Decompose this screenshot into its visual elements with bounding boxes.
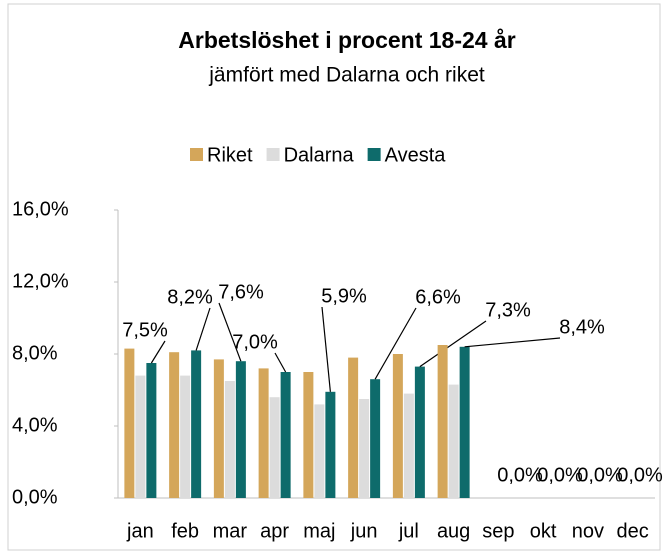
bar	[403, 393, 414, 498]
chart-subtitle: jämfört med Dalarna och riket	[208, 64, 485, 87]
x-tick-label: okt	[530, 520, 557, 542]
y-tick-label: 12,0%	[12, 270, 69, 292]
data-label: 8,4%	[559, 316, 605, 338]
bar	[325, 391, 336, 498]
bar	[437, 345, 448, 498]
leader-line	[464, 337, 561, 348]
legend-label: Avesta	[385, 144, 447, 166]
data-label: 5,9%	[321, 285, 367, 307]
data-label: 0,0%	[537, 464, 583, 486]
bar	[235, 361, 246, 498]
bar	[359, 399, 370, 498]
data-label: 6,6%	[415, 286, 461, 308]
x-tick-label: jan	[126, 520, 154, 542]
x-tick-label: jul	[398, 520, 419, 542]
data-label: 7,3%	[485, 299, 531, 321]
legend-swatch	[266, 148, 280, 161]
y-tick-label: 0,0%	[12, 486, 58, 508]
bar	[280, 372, 291, 498]
bar	[269, 397, 280, 498]
x-tick-label: feb	[171, 520, 199, 542]
bar	[370, 379, 381, 498]
data-label: 7,0%	[232, 331, 278, 353]
bar	[135, 375, 146, 498]
bar	[180, 375, 191, 498]
data-label: 0,0%	[617, 464, 663, 486]
bar	[392, 354, 403, 498]
data-label: 8,2%	[167, 286, 213, 308]
x-tick-label: maj	[303, 520, 335, 542]
data-label: 7,5%	[122, 319, 168, 341]
leader-line	[321, 306, 331, 392]
bar	[314, 404, 325, 498]
leader-line	[150, 340, 166, 364]
x-tick-label: apr	[260, 520, 289, 542]
data-label: 0,0%	[497, 464, 543, 486]
chart-title: Arbetslöshet i procent 18-24 år	[178, 27, 515, 53]
bar	[146, 363, 157, 498]
bar	[348, 357, 359, 498]
y-tick-label: 16,0%	[12, 198, 69, 220]
x-tick-label: mar	[213, 520, 248, 542]
bar	[414, 366, 425, 498]
legend-swatch	[190, 148, 203, 161]
leader-line	[419, 320, 487, 368]
legend-label: Dalarna	[284, 144, 355, 166]
bar	[124, 348, 135, 498]
x-tick-label: aug	[437, 520, 470, 542]
leader-line	[374, 307, 417, 380]
x-tick-label: dec	[617, 520, 649, 542]
leader-line	[195, 307, 211, 351]
bar	[258, 368, 269, 498]
bar	[224, 381, 235, 498]
legend-label: Riket	[207, 144, 253, 166]
legend-swatch	[367, 148, 381, 161]
bar	[459, 346, 470, 498]
y-tick-label: 8,0%	[12, 342, 58, 364]
x-tick-label: nov	[572, 520, 604, 542]
x-tick-label: jun	[350, 520, 378, 542]
bar	[169, 352, 180, 498]
bar	[213, 359, 224, 498]
bar	[303, 372, 314, 498]
x-tick-label: sep	[482, 520, 514, 542]
bar	[191, 350, 202, 498]
leader-line	[274, 352, 287, 373]
data-label: 0,0%	[577, 464, 623, 486]
data-label: 7,6%	[218, 281, 264, 303]
y-tick-label: 4,0%	[12, 414, 58, 436]
leader-line	[218, 302, 242, 362]
bar	[448, 384, 459, 498]
